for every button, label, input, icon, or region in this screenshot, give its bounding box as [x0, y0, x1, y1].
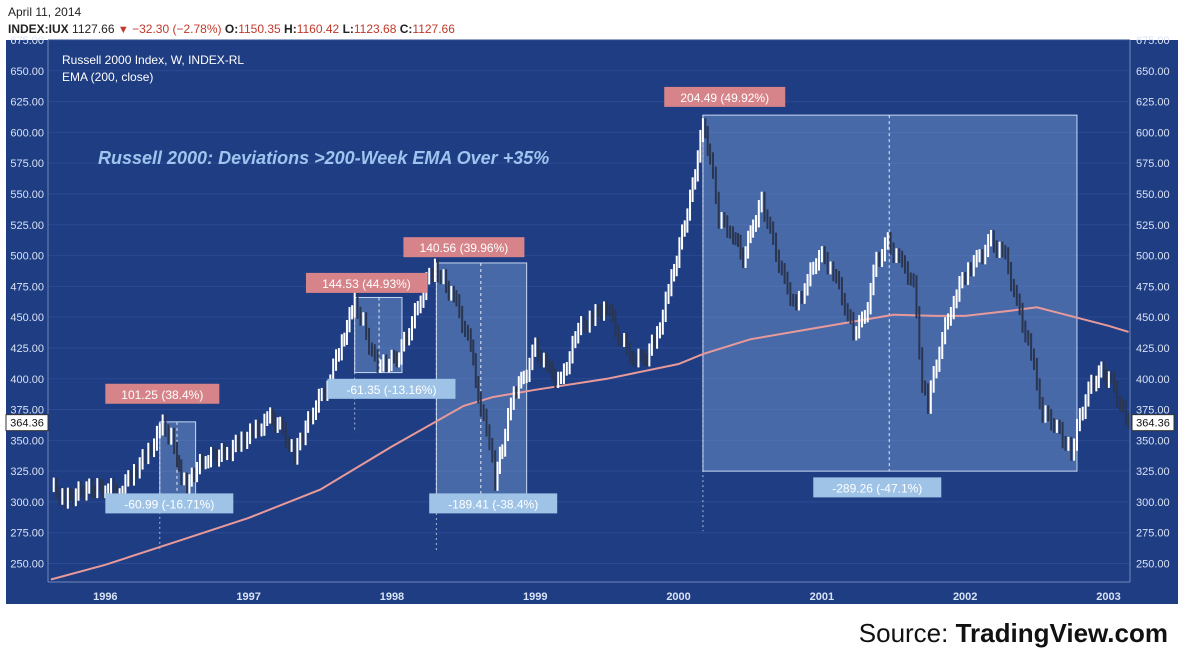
- y-tick-label-left: 250.00: [10, 559, 44, 571]
- loss-label-box: [327, 378, 456, 399]
- annotation-label: 204.49 (49.92%): [680, 91, 769, 105]
- annotation-label: -60.99 (-16.71%): [124, 497, 214, 511]
- indicator-legend: EMA (200, close): [62, 70, 153, 84]
- y-tick-label-left: 350.00: [10, 435, 44, 447]
- annotation-label: 140.56 (39.96%): [420, 241, 509, 255]
- source-brand: TradingView.com: [955, 618, 1168, 648]
- x-tick-label: 2001: [810, 591, 834, 603]
- ohlc-header: INDEX:IUX 1127.66 ▼ −32.30 (−2.78%) O:11…: [8, 22, 455, 36]
- y-tick-label-left: 600.00: [10, 127, 44, 139]
- last-value-tag-right-text: 364.36: [1136, 418, 1170, 430]
- close-value: 1127.66: [412, 22, 455, 36]
- last-value-tag-right: [1131, 414, 1175, 432]
- high-value: 1160.42: [296, 22, 340, 36]
- y-tick-label-left: 400.00: [10, 374, 44, 386]
- y-tick-label-right: 275.00: [1136, 528, 1170, 540]
- loss-label-box: [429, 493, 558, 514]
- y-tick-label-right: 575.00: [1136, 158, 1170, 170]
- y-tick-label-left: 450.00: [10, 312, 44, 324]
- y-tick-label-left: 550.00: [10, 189, 44, 201]
- y-tick-label-left: 675.00: [10, 35, 44, 47]
- y-tick-label-right: 650.00: [1136, 66, 1170, 78]
- down-arrow-icon: ▼: [117, 24, 129, 36]
- x-tick-label: 1997: [236, 591, 260, 603]
- y-tick-label-right: 325.00: [1136, 466, 1170, 478]
- annotation-label: -289.26 (-47.1%): [832, 481, 922, 495]
- gain-label-box: [305, 272, 427, 293]
- y-tick-label-right: 500.00: [1136, 251, 1170, 263]
- x-tick-label: 1999: [523, 591, 547, 603]
- y-tick-label-left: 625.00: [10, 97, 44, 109]
- low-value: 1123.68: [353, 22, 397, 36]
- low-label: L:: [342, 22, 354, 36]
- y-tick-label-right: 550.00: [1136, 189, 1170, 201]
- symbol-label: INDEX:IUX: [8, 22, 69, 36]
- y-tick-label-right: 375.00: [1136, 405, 1170, 417]
- y-tick-label-left: 325.00: [10, 466, 44, 478]
- y-tick-label-left: 500.00: [10, 251, 44, 263]
- y-tick-label-right: 450.00: [1136, 312, 1170, 324]
- x-tick-label: 1996: [93, 591, 117, 603]
- x-tick-label: 1998: [380, 591, 404, 603]
- gain-label-box: [664, 86, 786, 107]
- y-tick-label-right: 425.00: [1136, 343, 1170, 355]
- measure-range-box: [702, 114, 1078, 472]
- last-value-tag-left-text: 364.36: [10, 418, 44, 430]
- open-value: 1150.35: [238, 22, 281, 36]
- gain-label-box: [403, 237, 525, 258]
- y-tick-label-right: 300.00: [1136, 497, 1170, 509]
- open-label: O:: [224, 22, 239, 36]
- price-change: −32.30 (−2.78%): [132, 22, 222, 36]
- y-tick-label-left: 650.00: [10, 66, 44, 78]
- x-tick-label: 2003: [1096, 591, 1120, 603]
- y-tick-label-left: 525.00: [10, 220, 44, 232]
- y-tick-label-right: 475.00: [1136, 281, 1170, 293]
- close-label: C:: [399, 22, 413, 36]
- y-tick-label-left: 425.00: [10, 343, 44, 355]
- y-tick-label-left: 575.00: [10, 158, 44, 170]
- last-price: 1127.66: [72, 22, 115, 36]
- gain-label-box: [105, 383, 220, 404]
- annotation-label: -189.41 (-38.4%): [448, 497, 538, 511]
- y-tick-label-right: 625.00: [1136, 97, 1170, 109]
- y-tick-label-right: 400.00: [1136, 374, 1170, 386]
- y-tick-label-left: 375.00: [10, 405, 44, 417]
- series-legend: Russell 2000 Index, W, INDEX-RL: [62, 53, 244, 67]
- y-tick-label-right: 350.00: [1136, 435, 1170, 447]
- annotation-label: 144.53 (44.93%): [322, 277, 411, 291]
- y-tick-label-right: 525.00: [1136, 220, 1170, 232]
- last-value-tag-left: [5, 414, 49, 432]
- loss-label-box: [105, 493, 234, 514]
- chart-title: Russell 2000: Deviations >200-Week EMA O…: [98, 148, 549, 168]
- annotation-label: 101.25 (38.4%): [121, 388, 203, 402]
- y-tick-label-right: 600.00: [1136, 127, 1170, 139]
- source-prefix: Source:: [858, 618, 956, 648]
- high-label: H:: [284, 22, 297, 36]
- x-tick-label: 2002: [953, 591, 977, 603]
- source-credit: Source: TradingView.com: [859, 618, 1168, 649]
- chart-date: April 11, 2014: [8, 5, 82, 19]
- annotation-label: -61.35 (-13.16%): [346, 383, 436, 397]
- y-tick-label-left: 275.00: [10, 528, 44, 540]
- y-tick-label-left: 475.00: [10, 281, 44, 293]
- y-tick-label-right: 250.00: [1136, 559, 1170, 571]
- y-tick-label-right: 675.00: [1136, 35, 1170, 47]
- loss-label-box: [813, 477, 942, 498]
- y-tick-label-left: 300.00: [10, 497, 44, 509]
- x-tick-label: 2000: [666, 591, 690, 603]
